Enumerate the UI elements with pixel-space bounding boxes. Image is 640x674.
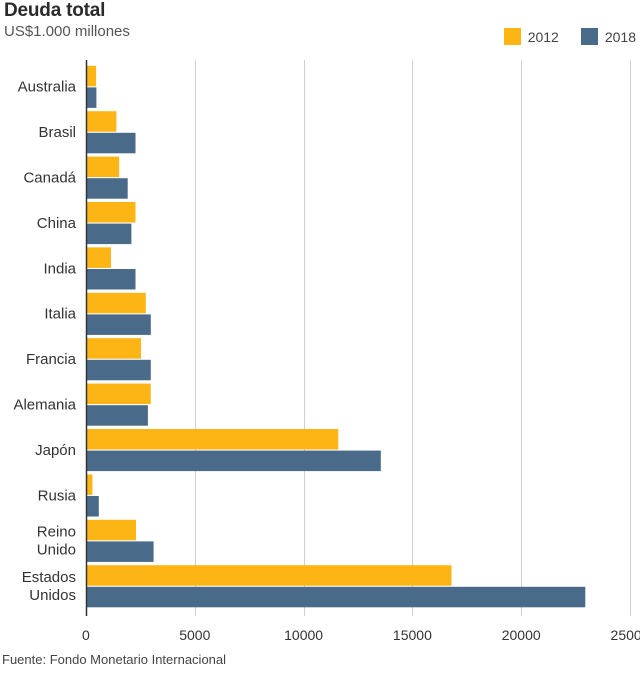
category-label-estados-unidos: Estados Unidos: [22, 569, 76, 604]
category-label-francia: Francia: [26, 351, 77, 368]
x-tick-label-15000: 15000: [393, 627, 432, 643]
legend: 2012 2018: [482, 28, 636, 45]
bar-brasil-2018: [87, 132, 136, 154]
category-label-line: Unidos: [29, 587, 76, 604]
x-tick-label-0: 0: [82, 627, 90, 643]
bar-italia-2012: [87, 292, 146, 314]
category-label-line: Unido: [37, 542, 76, 559]
bar-estados-unidos-2018: [87, 586, 586, 608]
legend-item-2012: 2012: [503, 28, 559, 45]
legend-swatch-2018: [580, 28, 598, 45]
category-label-rusia: Rusia: [38, 487, 77, 504]
chart-title: Deuda total: [4, 0, 106, 21]
legend-label-2012: 2012: [527, 28, 559, 45]
bar-japon-2018: [87, 450, 381, 472]
x-tick-label-20000: 20000: [502, 627, 541, 643]
bar-canada-2018: [87, 178, 128, 199]
bar-francia-2018: [87, 359, 151, 381]
bar-reino-unido-2012: [87, 519, 136, 541]
bar-reino-unido-2018: [87, 541, 154, 562]
legend-label-2018: 2018: [604, 28, 636, 45]
category-label-line: Estados: [22, 569, 76, 586]
legend-item-2018: 2018: [580, 28, 636, 45]
bar-australia-2012: [87, 65, 97, 87]
bar-india-2018: [87, 269, 136, 290]
bar-rusia-2018: [87, 496, 99, 517]
source-note: Fuente: Fondo Monetario Internacional: [2, 652, 227, 667]
category-label-brasil: Brasil: [38, 124, 76, 141]
category-label-reino-unido: Reino Unido: [37, 524, 76, 559]
x-tick-label-5000: 5000: [179, 627, 210, 643]
legend-swatch-2012: [503, 28, 521, 45]
bar-china-2018: [87, 223, 132, 245]
category-label-japon: Japón: [35, 442, 76, 459]
category-label-line: Reino: [37, 524, 76, 541]
chart-subtitle: US$1.000 millones: [4, 23, 130, 40]
bar-francia-2012: [87, 338, 141, 359]
bar-brasil-2012: [87, 111, 117, 132]
category-label-india: India: [43, 260, 76, 277]
category-label-australia: Australia: [18, 79, 77, 96]
x-tick-label-10000: 10000: [284, 627, 323, 643]
bar-rusia-2012: [87, 474, 93, 495]
bar-india-2012: [87, 247, 111, 268]
bar-australia-2018: [87, 87, 97, 108]
category-label-alemania: Alemania: [13, 397, 76, 414]
bar-alemania-2018: [87, 405, 148, 426]
x-tick-label-25000: 25000: [611, 627, 640, 643]
category-label-canada: Canadá: [23, 170, 76, 187]
bar-japon-2012: [87, 429, 339, 450]
bar-alemania-2012: [87, 383, 151, 405]
category-label-italia: Italia: [44, 306, 76, 323]
bar-estados-unidos-2012: [87, 565, 452, 586]
bar-italia-2018: [87, 314, 151, 335]
bar-canada-2012: [87, 156, 120, 178]
bar-china-2012: [87, 202, 136, 223]
category-label-china: China: [37, 215, 77, 232]
